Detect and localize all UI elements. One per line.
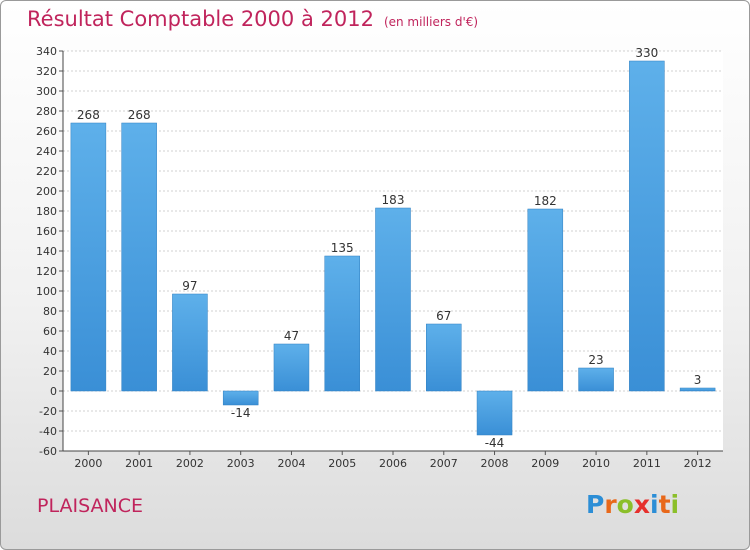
y-tick-label: 120 bbox=[36, 265, 57, 278]
y-tick-label: 40 bbox=[43, 345, 57, 358]
y-tick-label: 80 bbox=[43, 305, 57, 318]
bar-value-label: 268 bbox=[77, 108, 100, 122]
chart-title-main: Résultat Comptable 2000 à 2012 bbox=[27, 7, 374, 31]
x-tick-label: 2000 bbox=[74, 457, 102, 470]
x-tick-label: 2004 bbox=[277, 457, 305, 470]
logo-letter: i bbox=[670, 490, 680, 519]
x-tick-label: 2008 bbox=[481, 457, 509, 470]
y-tick-label: 0 bbox=[50, 385, 57, 398]
x-tick-label: 2001 bbox=[125, 457, 153, 470]
bar bbox=[121, 122, 157, 392]
x-tick-label: 2002 bbox=[176, 457, 204, 470]
bar bbox=[375, 207, 411, 392]
y-tick-label: 20 bbox=[43, 365, 57, 378]
bar-value-label: 268 bbox=[128, 108, 151, 122]
bar-value-label: 23 bbox=[588, 353, 603, 367]
logo-letter: o bbox=[616, 490, 634, 519]
x-tick-label: 2011 bbox=[633, 457, 661, 470]
bar bbox=[70, 122, 107, 392]
y-tick-label: -40 bbox=[39, 425, 57, 438]
y-tick-label: 280 bbox=[36, 105, 57, 118]
y-tick-label: -20 bbox=[39, 405, 57, 418]
bar-value-label: 135 bbox=[331, 241, 354, 255]
y-tick-label: 300 bbox=[36, 85, 57, 98]
y-tick-label: 240 bbox=[36, 145, 57, 158]
bar bbox=[324, 255, 360, 392]
x-tick-label: 2007 bbox=[430, 457, 458, 470]
bar bbox=[222, 390, 259, 406]
bar-value-label: -14 bbox=[231, 406, 251, 420]
bar-value-label: 330 bbox=[635, 46, 658, 60]
bar bbox=[527, 208, 564, 392]
chart-title: Résultat Comptable 2000 à 2012 (en millie… bbox=[27, 7, 478, 31]
y-tick-label: 160 bbox=[36, 225, 57, 238]
bar-value-label: 182 bbox=[534, 194, 557, 208]
bar-value-label: 183 bbox=[382, 193, 405, 207]
bar bbox=[476, 390, 513, 436]
chart-title-unit: (en milliers d'€) bbox=[383, 15, 479, 29]
bar bbox=[629, 60, 665, 392]
logo-letter: t bbox=[658, 490, 671, 519]
bar-value-label: -44 bbox=[485, 436, 505, 450]
bar bbox=[172, 293, 208, 392]
y-tick-label: 60 bbox=[43, 325, 57, 338]
proxiti-logo: Proxiti bbox=[586, 490, 679, 519]
y-tick-label: 320 bbox=[36, 65, 57, 78]
commune-name: PLAISANCE bbox=[37, 495, 143, 517]
x-tick-label: 2005 bbox=[328, 457, 356, 470]
logo-letter: r bbox=[604, 490, 617, 519]
y-tick-label: 340 bbox=[36, 45, 57, 58]
y-tick-label: 180 bbox=[36, 205, 57, 218]
y-tick-label: 220 bbox=[36, 165, 57, 178]
y-tick-label: 100 bbox=[36, 285, 57, 298]
bar bbox=[679, 387, 716, 392]
bar bbox=[578, 367, 614, 392]
x-tick-label: 2010 bbox=[582, 457, 610, 470]
y-tick-label: 200 bbox=[36, 185, 57, 198]
bar-value-label: 47 bbox=[284, 329, 299, 343]
bar bbox=[426, 323, 462, 392]
bar-value-label: 3 bbox=[694, 373, 702, 387]
x-tick-label: 2012 bbox=[684, 457, 712, 470]
x-tick-label: 2006 bbox=[379, 457, 407, 470]
bar bbox=[273, 343, 310, 392]
logo-letter: P bbox=[586, 490, 605, 519]
x-tick-label: 2009 bbox=[531, 457, 559, 470]
x-tick-label: 2003 bbox=[227, 457, 255, 470]
logo-letter: x bbox=[633, 490, 650, 519]
bar-value-label: 97 bbox=[182, 279, 197, 293]
logo-letter: i bbox=[650, 490, 659, 519]
y-tick-label: -60 bbox=[39, 445, 57, 458]
bar-value-label: 67 bbox=[436, 309, 451, 323]
y-tick-label: 140 bbox=[36, 245, 57, 258]
y-tick-label: 260 bbox=[36, 125, 57, 138]
